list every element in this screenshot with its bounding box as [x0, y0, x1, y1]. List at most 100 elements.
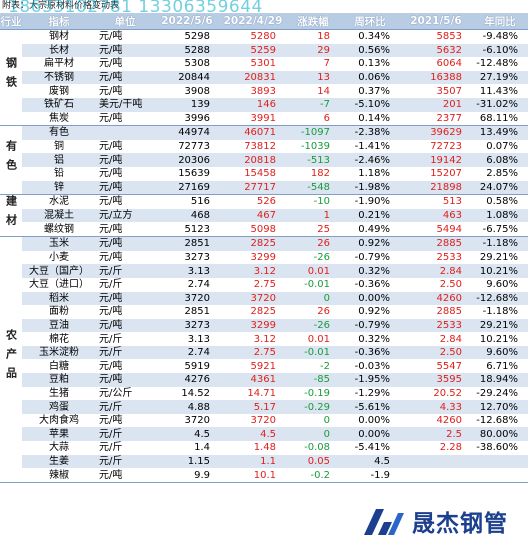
cell: 元/斤 [99, 442, 123, 454]
cell [400, 468, 472, 483]
cell: 铅 [54, 168, 64, 180]
column-header: 涨跌幅 [286, 13, 340, 30]
logo-icon [364, 509, 404, 535]
cell: 5.17 [220, 400, 286, 414]
cell: 2.74 [154, 345, 220, 360]
cell: 15458 [244, 168, 276, 180]
cell: 2533 [400, 318, 472, 333]
cell: 小麦 [49, 252, 69, 264]
cell: 4260 [436, 415, 462, 427]
group-name: 钢铁 [4, 57, 18, 96]
cell: 46071 [220, 125, 286, 140]
cell: 44974 [154, 125, 220, 140]
cell: 螺纹钢 [22, 222, 96, 238]
cell: 0.13% [358, 58, 390, 70]
cell: -0.79% [354, 252, 390, 264]
cell: 5298 [184, 31, 210, 43]
cell: -5.41% [354, 442, 390, 454]
cell: 26 [286, 236, 340, 251]
cell: 4.5 [220, 427, 286, 442]
cell: 5494 [400, 222, 472, 238]
cell: 14.71 [247, 387, 276, 399]
cell: -9.48% [482, 31, 518, 43]
cell: 2825 [250, 306, 276, 318]
cell: 39629 [400, 125, 472, 140]
cell: -12.48% [476, 58, 518, 70]
cell: 0.06% [340, 70, 400, 85]
table-row: 白糖 元/吨 5919 5921 -2 -0.03% 5547 6.71% [0, 359, 528, 373]
cell: 11.43% [479, 85, 518, 97]
cell: -513 [286, 153, 340, 167]
cell: 4260 [400, 291, 472, 306]
cell: 扁平材 [44, 58, 74, 70]
table-row: 建材 水泥 元/吨 516 526 -10 -1.90% 513 0.58% [0, 194, 528, 238]
cell: 20831 [220, 70, 286, 85]
cell: 元/吨 [99, 58, 123, 70]
table-row: 棉花 元/斤 3.13 3.12 0.01 0.32% 2.84 10.21% [0, 332, 528, 346]
cell: 13 [286, 70, 340, 85]
cell: 棉花 [49, 333, 69, 345]
cell: -1.18% [472, 236, 528, 251]
cell: -0.29 [286, 400, 340, 414]
cell: 元/吨 [96, 111, 154, 127]
cell: 元/吨 [96, 318, 154, 333]
cell: 稻米 [22, 291, 96, 306]
cell: 0.32% [358, 333, 390, 345]
cell: 0.56% [340, 43, 400, 58]
cell: 元/公斤 [99, 387, 133, 399]
cell: 0 [286, 291, 340, 306]
table-row: 铜 元/吨 72773 73812 -1039 -1.41% 72723 0.07% [0, 140, 528, 154]
cell: 3908 [184, 85, 210, 97]
cell: 元/吨 [96, 468, 154, 483]
cell: 元/斤 [99, 279, 123, 291]
cell: 生猪 [49, 387, 69, 399]
cell: 0.49% [340, 222, 400, 238]
cell: -0.36% [354, 279, 390, 291]
cell: -10 [313, 196, 330, 208]
cell: 0.05 [286, 454, 340, 469]
cell: -0.03% [354, 360, 390, 372]
cell: 0.34% [358, 31, 390, 43]
cell: 5308 [184, 58, 210, 70]
cell: 12.70% [472, 400, 528, 414]
cell: 豆油 [22, 318, 96, 333]
cell: 3.12 [220, 264, 286, 278]
cell: 废钢 [49, 85, 69, 97]
cell: -0.79% [340, 318, 400, 333]
cell: 元/吨 [96, 373, 154, 387]
cell: 27169 [154, 180, 220, 196]
cell: 焦炭 [22, 111, 96, 127]
cell: 72723 [430, 141, 462, 153]
cell: -5.10% [340, 97, 400, 112]
cell: 2.5 [400, 427, 472, 442]
cell: 6 [286, 111, 340, 127]
cell: 3.13 [187, 333, 210, 345]
group-name: 有色 [4, 139, 18, 178]
cell: 20306 [154, 153, 220, 167]
cell: -1039 [300, 141, 330, 153]
cell: -31.02% [472, 97, 528, 112]
cell: 2533 [436, 252, 462, 264]
cell: 美元/干吨 [96, 97, 154, 112]
column-header: 行业 [0, 13, 22, 30]
group-label: 有色 [0, 125, 22, 196]
cell: 13.49% [472, 125, 528, 140]
cell: 1.18% [358, 168, 390, 180]
group-name: 农产品 [4, 329, 18, 387]
cell: -2 [320, 360, 330, 372]
table-row: 玉米淀粉 元/斤 2.74 2.75 -0.01 -0.36% 2.50 9.60% [0, 345, 528, 360]
cell: -26 [286, 318, 340, 333]
column-header: 2022/5/6 [154, 13, 220, 30]
cell: 5301 [250, 58, 276, 70]
cell: 元/吨 [99, 415, 123, 427]
cell: 0.07% [486, 141, 518, 153]
cell: 0.01 [307, 333, 330, 345]
cell: 辣椒 [22, 468, 96, 483]
cell: 豆粕 [22, 373, 96, 387]
cell: 0.32% [340, 264, 400, 278]
table-row: 鸡蛋 元/斤 4.88 5.17 -0.29 -5.61% 4.33 12.70% [0, 400, 528, 414]
cell: 7 [323, 58, 330, 70]
cell: 3991 [220, 111, 286, 127]
column-header: 年同比 [472, 13, 528, 30]
table-row: 钢铁 钢材 元/吨 5298 5280 18 0.34% 5853 -9.48% [0, 29, 528, 127]
